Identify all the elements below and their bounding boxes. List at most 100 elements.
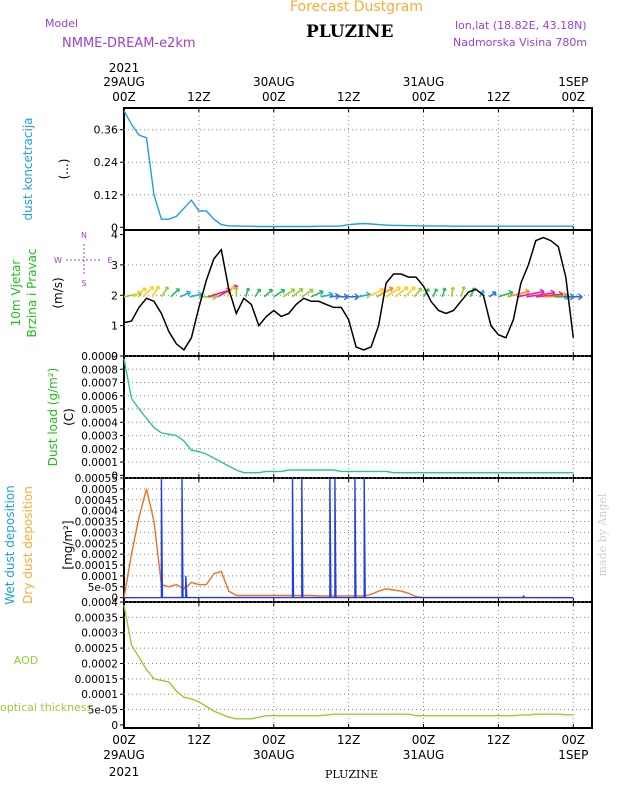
- wind-arrow-head: [142, 287, 147, 293]
- wind-unit: (m/s): [51, 277, 65, 308]
- wind-arrow-head: [245, 287, 251, 291]
- y-tick-label: 0.0001: [81, 457, 118, 469]
- wind-arrow: [460, 286, 465, 298]
- y-tick-label: 0: [111, 720, 118, 732]
- wind-arrow: [385, 286, 401, 298]
- station-title: PLUZINE: [306, 22, 394, 42]
- wind-arrow: [516, 290, 545, 298]
- y-tick-label: 0.24: [94, 156, 119, 169]
- y-tick-label: 0.0005: [81, 484, 118, 496]
- wind-arrow: [244, 287, 250, 298]
- chart-panels: 0.360.240.120432100.00090.00080.00070.00…: [0, 61, 609, 779]
- y-tick-label: 0: [111, 593, 118, 605]
- wind-arrow-head: [164, 286, 169, 291]
- compass-w: W: [54, 256, 62, 265]
- y-tick-label: 0: [111, 350, 118, 363]
- series-line-wet-dust-deposition: [123, 477, 574, 599]
- wind-arrow-head: [186, 290, 191, 297]
- y-tick-label: 5e-05: [88, 705, 118, 717]
- y-tick-label: 0: [111, 470, 118, 482]
- bottom-time-label: 12Z: [487, 733, 511, 747]
- wind-arrow: [142, 286, 154, 298]
- wind-arrow: [526, 291, 555, 298]
- top-date-label: 1SEP: [558, 75, 588, 89]
- wind-arrow-head: [425, 288, 430, 292]
- wind-arrow-head: [175, 288, 180, 293]
- wind-arrow-head: [418, 287, 423, 292]
- wind-arrow-head: [268, 288, 273, 293]
- y-tick-label: 1: [111, 320, 118, 333]
- y-tick-label: 0.0004: [81, 597, 118, 609]
- wind-arrow-head: [149, 286, 154, 291]
- wind-arrow: [273, 289, 285, 298]
- y-tick-label: 0.00015: [75, 674, 118, 686]
- compass-e: E: [107, 256, 112, 265]
- wind-arrow-head: [396, 286, 402, 292]
- y-tick-label: 0.00025: [75, 643, 118, 655]
- dust-load-unit: (C): [62, 408, 76, 426]
- wind-arrow: [160, 286, 169, 298]
- wind-arrow: [450, 287, 454, 297]
- wind-arrow-head: [318, 289, 324, 296]
- wind-arrow: [254, 288, 261, 298]
- altitude-label: Nadmorska Visina 780m: [453, 36, 588, 49]
- y-tick-label: 0.00025: [75, 538, 118, 550]
- wind-arrow: [132, 287, 147, 298]
- wind-arrow: [357, 293, 371, 298]
- bottom-date-label: 1SEP: [558, 748, 588, 762]
- dust-concentration-axis-title: dust koncetracija: [21, 117, 35, 220]
- wind-arrow-head: [309, 288, 314, 294]
- series-line-dust-load: [123, 358, 574, 474]
- bottom-time-label: 00Z: [262, 733, 286, 747]
- compass-n: N: [81, 231, 87, 240]
- y-tick-label: 0.0003: [81, 527, 118, 539]
- top-time-label: 00Z: [112, 90, 136, 104]
- wind-arrow: [282, 288, 296, 298]
- y-tick-label: 0.0001: [81, 689, 118, 701]
- wind-arrow-head: [450, 286, 456, 291]
- wind-arrow-head: [461, 286, 466, 290]
- wind-arrow-head: [433, 288, 439, 292]
- wind-arrow: [498, 291, 514, 298]
- top-time-label: 00Z: [562, 90, 586, 104]
- bottom-time-label: 12Z: [187, 733, 211, 747]
- wind-arrow-head: [404, 286, 409, 291]
- wind-arrow: [413, 287, 423, 298]
- y-tick-label: 0.00035: [75, 612, 118, 624]
- bottom-year-label: 2021: [109, 765, 140, 779]
- wind-arrow: [170, 288, 180, 298]
- series-line-aod: [123, 604, 574, 720]
- wind-arrow-head: [155, 285, 160, 290]
- deposition-unit: [mg/m²]: [61, 520, 75, 569]
- wind-arrow: [432, 288, 438, 298]
- wind-arrow: [226, 285, 235, 298]
- y-tick-label: 0.0005: [81, 404, 118, 416]
- series-line-speed: [123, 236, 575, 352]
- bottom-time-label: 12Z: [337, 733, 361, 747]
- wind-axis-title: 10m Vjetar: [9, 260, 23, 327]
- wind-arrow-head: [343, 293, 349, 301]
- y-tick-label: 0.0004: [81, 417, 118, 429]
- top-time-label: 12Z: [337, 90, 361, 104]
- model-label: Model: [45, 17, 79, 30]
- wind-arrow: [441, 287, 446, 298]
- y-tick-label: 0.00055: [75, 473, 118, 485]
- y-tick-label: 0.0009: [81, 351, 118, 363]
- model-name: NMME-DREAM-e2km: [62, 36, 196, 51]
- wind-arrow-head: [577, 293, 583, 301]
- wind-arrow: [394, 286, 409, 298]
- wind-arrow-head: [234, 286, 239, 290]
- wind-arrow-head: [299, 287, 304, 293]
- dust-concentration-unit: (...): [57, 159, 71, 180]
- y-tick-label: 0.12: [94, 189, 119, 202]
- bottom-time-label: 00Z: [412, 733, 436, 747]
- wind-arrow: [263, 288, 273, 298]
- top-time-label: 00Z: [412, 90, 436, 104]
- y-tick-label: 0.0007: [81, 378, 118, 390]
- dry-deposition-axis-title: Dry dust deposition: [21, 486, 35, 604]
- wind-arrow-head: [379, 287, 385, 294]
- wind-arrow-head: [257, 288, 262, 293]
- panel-frame: [123, 107, 593, 231]
- y-tick-label: 0.0003: [81, 431, 118, 443]
